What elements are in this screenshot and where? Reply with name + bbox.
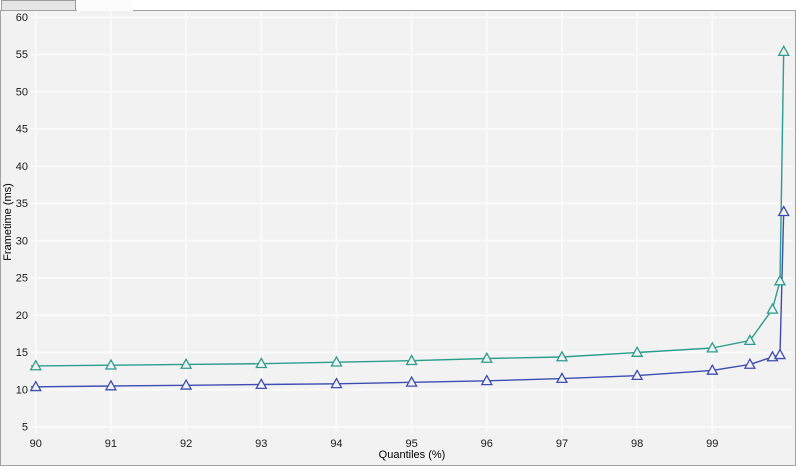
data-point-marker (773, 348, 787, 360)
x-tick-label: 96 (481, 438, 493, 450)
data-point-marker (773, 274, 787, 286)
tab-1[interactable] (1, 0, 76, 10)
frametime-quantiles-upper-line (31, 51, 785, 367)
y-tick-label: 10 (16, 384, 28, 396)
data-point-marker (330, 355, 343, 367)
data-point-marker (255, 357, 268, 369)
y-axis-title: Frametime (ms) (2, 183, 14, 261)
data-point-marker (405, 354, 418, 366)
x-tick-label: 97 (556, 438, 568, 450)
tab-2[interactable] (77, 0, 133, 11)
y-tick-label: 40 (16, 161, 28, 173)
x-tick-label: 93 (255, 438, 267, 450)
frametime-quantiles-upper-markers (29, 45, 790, 371)
data-point-marker (104, 379, 118, 391)
data-point-marker (555, 350, 569, 362)
data-point-marker (743, 357, 757, 369)
data-point-marker (631, 369, 644, 381)
x-tick-label: 98 (631, 438, 643, 450)
data-point-marker (29, 359, 42, 371)
y-tick-label: 45 (16, 124, 28, 136)
data-point-marker (555, 372, 569, 384)
data-point-marker (405, 375, 418, 387)
data-point-marker (480, 351, 493, 363)
x-tick-label: 90 (30, 438, 42, 450)
data-point-marker (255, 378, 268, 389)
x-tick-label: 99 (706, 438, 718, 450)
y-tick-label: 60 (16, 12, 28, 24)
data-point-marker (706, 341, 719, 353)
x-tick-label: 92 (180, 438, 192, 450)
data-point-marker (766, 302, 779, 314)
data-point-marker (706, 363, 719, 375)
data-point-marker (180, 378, 193, 390)
y-tick-label: 25 (16, 273, 28, 285)
x-tick-labels: 90 91 92 93 94 95 96 97 98 99 (30, 438, 719, 450)
x-tick-label: 95 (405, 438, 417, 450)
data-point-marker (631, 345, 644, 357)
y-tick-label: 55 (16, 49, 28, 61)
frametime-quantiles-lower-markers (29, 205, 790, 392)
data-point-marker (180, 357, 193, 369)
y-tick-labels: 5 10 15 20 25 30 35 40 45 50 55 60 (16, 12, 28, 434)
data-point-marker (330, 377, 343, 389)
data-point-marker (480, 374, 493, 386)
x-tick-label: 91 (105, 438, 117, 450)
data-point-marker (104, 358, 118, 370)
data-point-marker (743, 334, 757, 346)
y-tick-label: 35 (16, 198, 28, 210)
y-tick-label: 30 (16, 235, 28, 247)
data-point-marker (777, 205, 790, 217)
y-tick-label: 5 (22, 422, 28, 434)
data-point-marker (29, 380, 42, 392)
x-axis-title: Quantiles (%) (378, 449, 446, 461)
data-point-marker (777, 45, 790, 57)
y-tick-label: 15 (16, 347, 28, 359)
x-tick-label: 94 (330, 438, 342, 450)
y-tick-label: 50 (16, 86, 28, 98)
y-tick-label: 20 (16, 310, 28, 322)
grid (31, 11, 793, 433)
